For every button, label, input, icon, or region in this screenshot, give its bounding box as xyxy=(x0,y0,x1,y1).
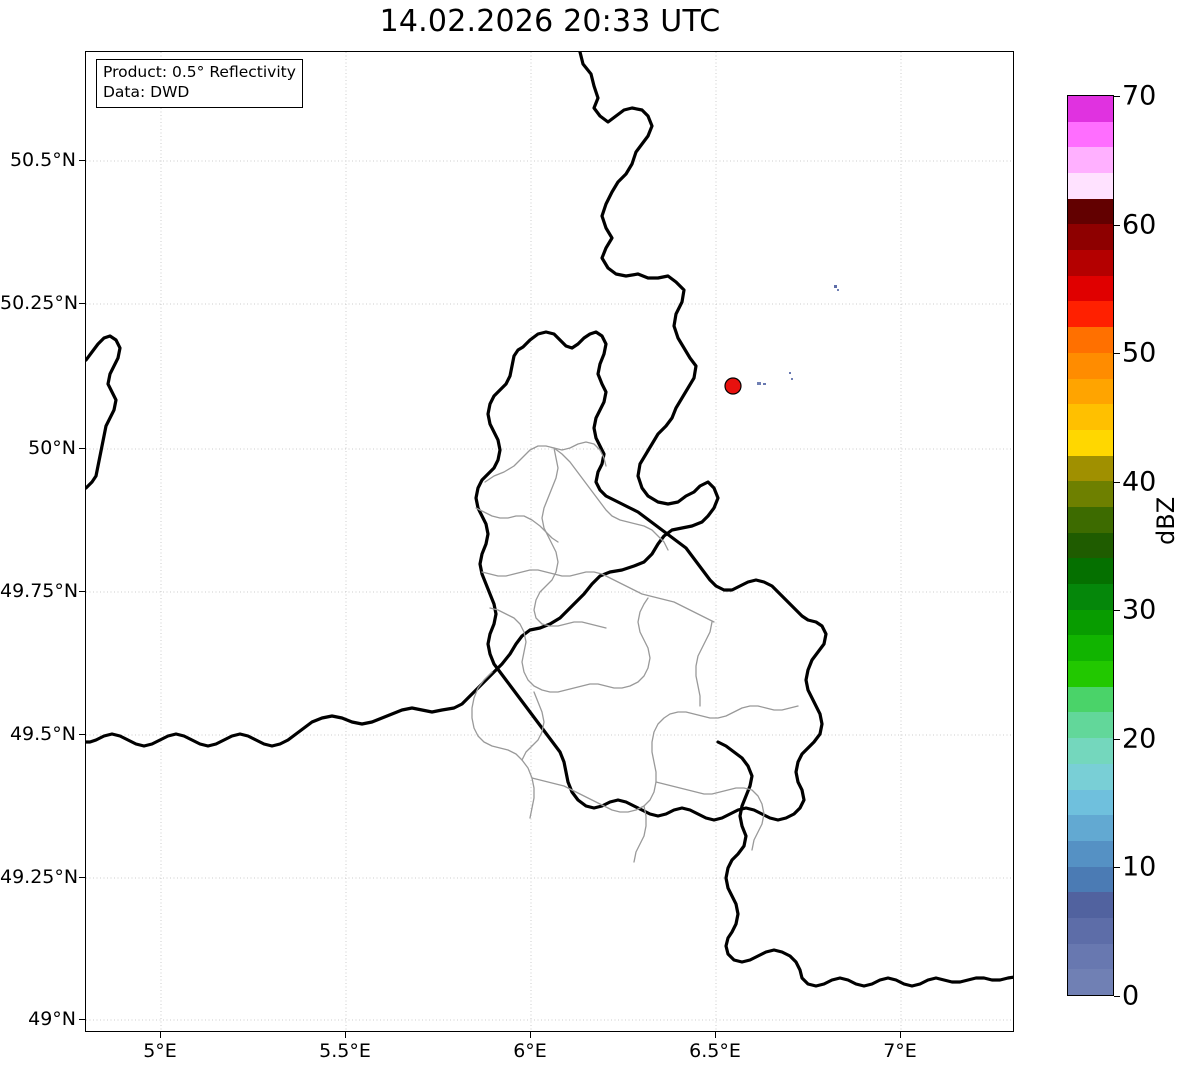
colorbar-band xyxy=(1068,686,1113,713)
colorbar-band xyxy=(1068,224,1113,251)
y-tick-label: 49.75°N xyxy=(0,580,79,602)
colorbar-band xyxy=(1068,96,1113,122)
x-tick-label: 7°E xyxy=(883,1040,917,1062)
colorbar-band xyxy=(1068,275,1113,302)
colorbar-tick-mark xyxy=(1114,996,1120,998)
colorbar-band xyxy=(1068,969,1113,995)
x-tick-mark xyxy=(530,1032,532,1038)
x-tick-label: 6.5°E xyxy=(689,1040,741,1062)
x-tick-mark xyxy=(900,1032,902,1038)
colorbar-tick-label: 20 xyxy=(1122,723,1157,755)
y-tick-mark xyxy=(79,877,85,879)
colorbar-band xyxy=(1068,584,1113,610)
colorbar-band xyxy=(1068,917,1113,944)
y-tick-mark xyxy=(79,160,85,162)
info-product-line: Product: 0.5° Reflectivity xyxy=(103,63,296,81)
colorbar-tick-mark xyxy=(1114,610,1120,612)
colorbar-band xyxy=(1068,378,1113,405)
colorbar-band xyxy=(1068,815,1113,841)
colorbar-band xyxy=(1068,532,1113,559)
colorbar-band xyxy=(1068,558,1113,584)
y-tick-label: 50°N xyxy=(28,437,76,459)
radar-echo-pixels xyxy=(757,285,839,385)
colorbar-band xyxy=(1068,892,1113,918)
y-tick-mark xyxy=(79,734,85,736)
y-tick-label: 50.5°N xyxy=(9,149,76,171)
colorbar-band xyxy=(1068,661,1113,687)
colorbar-tick-label: 0 xyxy=(1122,980,1140,1012)
x-tick-label: 6°E xyxy=(513,1040,547,1062)
colorbar-band xyxy=(1068,404,1113,430)
border-belgium-france xyxy=(86,52,720,748)
colorbar-band xyxy=(1068,481,1113,507)
colorbar-band xyxy=(1068,173,1113,199)
colorbar-tick-label: 40 xyxy=(1122,466,1157,498)
colorbar-tick-label: 50 xyxy=(1122,337,1157,369)
colorbar-band xyxy=(1068,429,1113,456)
colorbar-band xyxy=(1068,198,1113,225)
colorbar-tick-mark xyxy=(1114,96,1120,98)
colorbar-band xyxy=(1068,789,1113,816)
colorbar-band xyxy=(1068,147,1113,173)
colorbar-band xyxy=(1068,301,1113,328)
border-belgium-west xyxy=(86,334,122,490)
radar-station-marker xyxy=(724,377,742,395)
y-tick-label: 49.5°N xyxy=(9,723,76,745)
map-graphics xyxy=(86,52,1013,1031)
colorbar-band xyxy=(1068,712,1113,739)
x-tick-mark xyxy=(345,1032,347,1038)
colorbar-axis-label: dBZ xyxy=(1152,496,1180,545)
colorbar-band xyxy=(1068,609,1113,636)
info-data-line: Data: DWD xyxy=(103,82,190,101)
y-tick-mark xyxy=(79,591,85,593)
colorbar-tick-mark xyxy=(1114,353,1120,355)
y-tick-mark xyxy=(79,1019,85,1021)
grid-vertical xyxy=(160,52,902,1031)
luxembourg-canton-borders xyxy=(471,441,799,863)
colorbar-tick-label: 60 xyxy=(1122,209,1157,241)
colorbar-band xyxy=(1068,455,1113,482)
colorbar[interactable] xyxy=(1067,95,1114,996)
border-germany-france-se xyxy=(716,740,1013,988)
y-tick-mark xyxy=(79,448,85,450)
y-tick-label: 49.25°N xyxy=(0,866,79,888)
colorbar-band xyxy=(1068,327,1113,353)
colorbar-band xyxy=(1068,121,1113,148)
colorbar-tick-mark xyxy=(1114,482,1120,484)
page-title: 14.02.2026 20:33 UTC xyxy=(379,4,721,39)
colorbar-tick-mark xyxy=(1114,225,1120,227)
colorbar-band xyxy=(1068,738,1113,764)
colorbar-band xyxy=(1068,250,1113,276)
colorbar-gradient xyxy=(1068,96,1113,995)
colorbar-band xyxy=(1068,635,1113,662)
colorbar-tick-mark xyxy=(1114,739,1120,741)
x-tick-mark xyxy=(715,1032,717,1038)
x-tick-label: 5°E xyxy=(143,1040,177,1062)
x-tick-mark xyxy=(160,1032,162,1038)
colorbar-band xyxy=(1068,866,1113,893)
colorbar-tick-label: 70 xyxy=(1122,80,1157,112)
colorbar-band xyxy=(1068,506,1113,533)
colorbar-band xyxy=(1068,840,1113,867)
x-tick-label: 5.5°E xyxy=(319,1040,371,1062)
colorbar-band xyxy=(1068,763,1113,790)
map-plot-area[interactable]: Product: 0.5° Reflectivity Data: DWD xyxy=(85,51,1014,1032)
product-info-box: Product: 0.5° Reflectivity Data: DWD xyxy=(96,59,303,108)
colorbar-tick-label: 30 xyxy=(1122,594,1157,626)
y-tick-label: 49°N xyxy=(28,1008,76,1030)
colorbar-band xyxy=(1068,943,1113,970)
colorbar-band xyxy=(1068,352,1113,379)
y-tick-mark xyxy=(79,303,85,305)
colorbar-tick-label: 10 xyxy=(1122,851,1157,883)
y-tick-label: 50.25°N xyxy=(0,292,79,314)
colorbar-tick-mark xyxy=(1114,867,1120,869)
